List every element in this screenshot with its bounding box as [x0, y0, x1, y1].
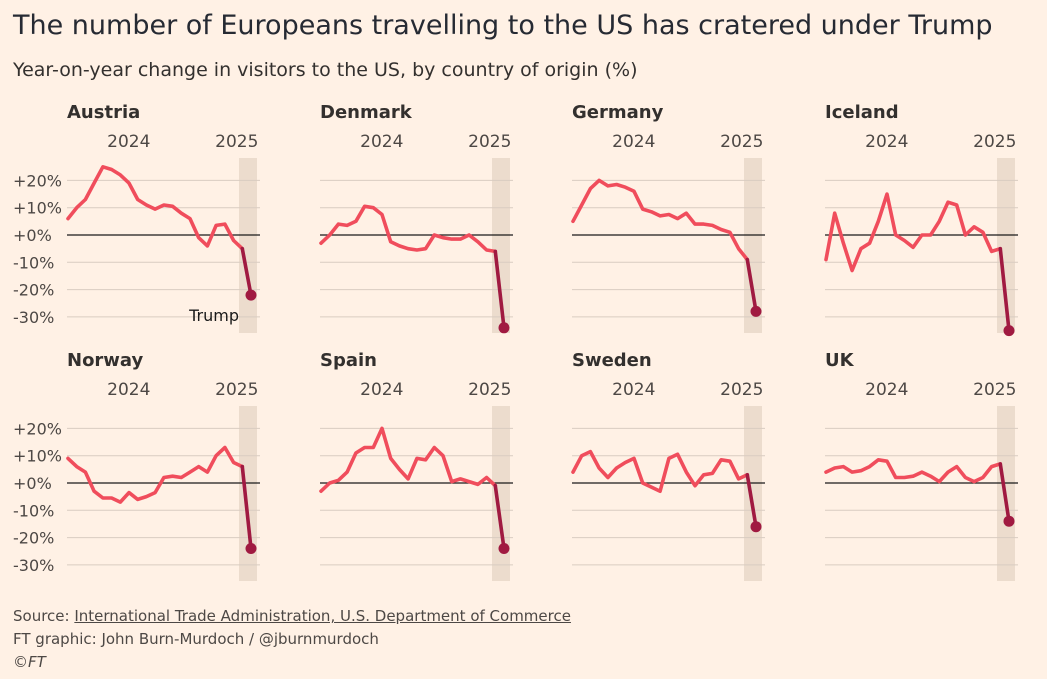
- y-tick-label: -10%: [13, 253, 54, 272]
- series-line: [66, 445, 245, 504]
- series-line: [571, 449, 750, 494]
- panel-iceland: Iceland 2024 2025: [824, 102, 1018, 337]
- year-label: 2025: [973, 132, 1016, 152]
- latest-point: [750, 305, 762, 317]
- year-label: 2024: [865, 132, 908, 152]
- panel-germany: Germany 2024 2025: [571, 102, 765, 333]
- y-tick-label: -20%: [13, 281, 54, 300]
- panel-title: Germany: [572, 102, 664, 123]
- latest-point: [245, 543, 257, 554]
- y-tick-label: -30%: [13, 308, 54, 327]
- series-line: [824, 457, 1003, 484]
- trump-period-line: [745, 472, 758, 529]
- trump-period-shade: [239, 406, 257, 581]
- year-label: 2025: [468, 380, 511, 400]
- panel-title: Norway: [67, 350, 144, 371]
- series-line: [319, 426, 498, 494]
- panel-title: Spain: [320, 350, 377, 371]
- panel-denmark: Denmark 2024 2025: [319, 102, 513, 334]
- small-multiples-chart: +20% +10% +0% -10% -20% -30% Austria 2024 2025 Tr…: [13, 102, 1018, 581]
- year-label: 2025: [215, 132, 258, 152]
- trump-period-line: [493, 249, 506, 330]
- series-line: [571, 178, 750, 262]
- copyright: ©FT: [13, 653, 46, 671]
- series-line: [319, 204, 498, 254]
- trump-period-shade: [744, 158, 762, 333]
- chart-title: The number of Europeans travelling to th…: [13, 10, 993, 41]
- panel-uk: UK 2024 2025: [824, 350, 1018, 581]
- panel-title: Denmark: [320, 102, 413, 123]
- year-label: 2025: [468, 132, 511, 152]
- year-label: 2024: [612, 132, 655, 152]
- series-line: [66, 165, 245, 251]
- year-label: 2024: [107, 380, 150, 400]
- trump-period-line: [493, 483, 506, 551]
- year-label: 2024: [360, 132, 403, 152]
- panel-title: Austria: [67, 102, 140, 123]
- y-tick-label: -30%: [13, 556, 54, 575]
- panel-austria: +20% +10% +0% -10% -20% -30% Austria 2024 2025 Tr…: [13, 102, 260, 333]
- trump-period-line: [240, 464, 253, 551]
- trump-period-shade: [239, 158, 257, 333]
- panel-title: UK: [825, 350, 855, 371]
- credit-line: FT graphic: John Burn-Murdoch / @jburnmu…: [13, 630, 379, 648]
- trump-period-line: [745, 257, 758, 314]
- y-tick-label: +20%: [13, 171, 62, 190]
- trump-period-shade: [744, 406, 762, 581]
- latest-point: [245, 289, 257, 301]
- year-label: 2024: [865, 380, 908, 400]
- y-tick-label: +20%: [13, 419, 62, 438]
- trump-annotation: Trump: [188, 306, 239, 325]
- latest-point: [1003, 325, 1015, 337]
- panel-spain: Spain 2024 2025: [319, 350, 513, 581]
- trump-period-line: [998, 246, 1011, 333]
- y-tick-label: +10%: [13, 447, 62, 466]
- series-line: [824, 192, 1003, 273]
- trump-period-line: [998, 462, 1011, 524]
- year-label: 2024: [107, 132, 150, 152]
- y-tick-label: -10%: [13, 501, 54, 520]
- panel-title: Sweden: [572, 350, 652, 371]
- source-prefix: Source:: [13, 607, 75, 625]
- year-label: 2025: [720, 380, 763, 400]
- y-tick-label: +0%: [13, 226, 52, 245]
- latest-point: [498, 322, 510, 334]
- panel-norway: +20% +10% +0% -10% -20% -30% Norway 2024 2025: [13, 350, 260, 581]
- y-tick-label: -20%: [13, 529, 54, 548]
- year-label: 2024: [612, 380, 655, 400]
- footer: Source: International Trade Administrati…: [13, 605, 571, 674]
- latest-point: [498, 543, 510, 554]
- y-tick-label: +10%: [13, 199, 62, 218]
- year-label: 2025: [973, 380, 1016, 400]
- year-label: 2025: [215, 380, 258, 400]
- latest-point: [1003, 515, 1015, 527]
- year-label: 2025: [720, 132, 763, 152]
- panel-sweden: Sweden 2024 2025: [571, 350, 765, 581]
- y-tick-label: +0%: [13, 474, 52, 493]
- trump-period-line: [240, 246, 253, 297]
- latest-point: [750, 521, 762, 533]
- source-line: Source: International Trade Administrati…: [13, 605, 571, 628]
- panel-title: Iceland: [825, 102, 899, 123]
- chart-subtitle: Year-on-year change in visitors to the U…: [13, 59, 638, 81]
- year-label: 2024: [360, 380, 403, 400]
- source-link[interactable]: International Trade Administration, U.S.…: [74, 607, 571, 625]
